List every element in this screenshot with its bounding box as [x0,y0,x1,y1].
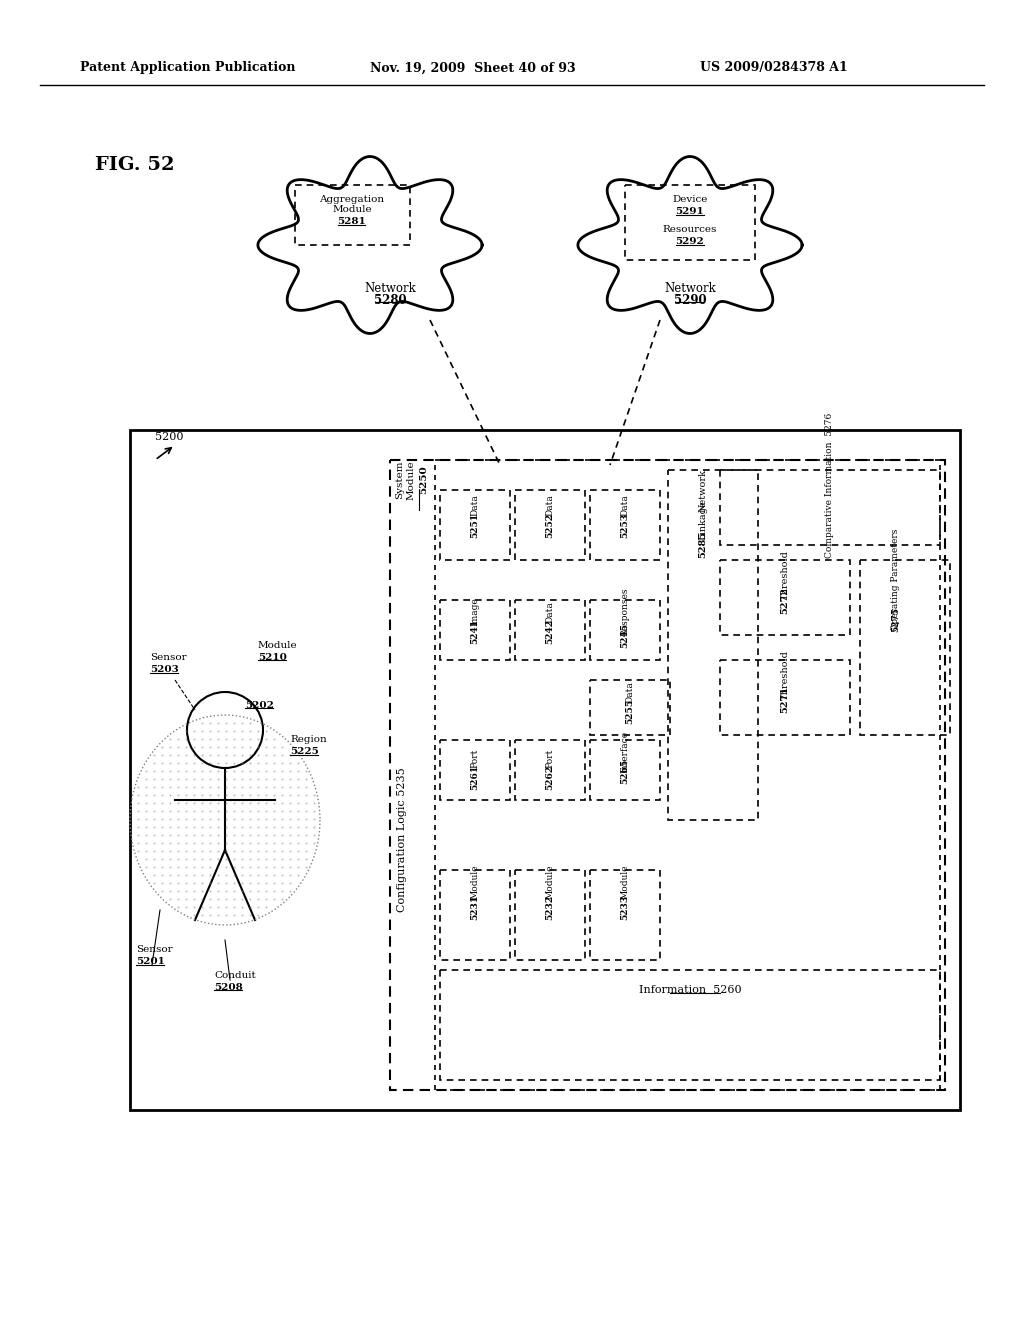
Bar [440,741,510,800]
Text: 5280: 5280 [374,293,407,306]
Text: Module: Module [258,640,298,649]
Bar [590,870,660,960]
Text: 5285: 5285 [698,532,708,558]
Text: 5208: 5208 [214,982,243,991]
Bar [435,459,940,1090]
Text: 5242: 5242 [546,619,555,644]
Text: Network: Network [665,281,716,294]
Text: 5241: 5241 [470,619,479,644]
Text: Image: Image [470,598,479,627]
Text: Patent Application Publication: Patent Application Publication [80,62,296,74]
Text: Module: Module [621,865,630,899]
Text: Comparative Information  5276: Comparative Information 5276 [825,412,835,557]
Text: FIG. 52: FIG. 52 [95,156,174,174]
Text: Data: Data [546,494,555,516]
Text: Information  5260: Information 5260 [639,985,741,995]
Text: Resources: Resources [663,226,717,235]
Text: Aggregation: Aggregation [319,194,385,203]
Text: 5271: 5271 [780,686,790,713]
Text: Module: Module [407,461,416,500]
Bar [390,459,945,1090]
Text: 5292: 5292 [676,238,705,247]
Text: Module: Module [546,865,555,899]
Text: 5272: 5272 [780,586,790,614]
Text: Port: Port [546,748,555,768]
Text: Nov. 19, 2009  Sheet 40 of 93: Nov. 19, 2009 Sheet 40 of 93 [370,62,575,74]
Text: 5201: 5201 [136,957,165,966]
Text: Conduit: Conduit [214,970,256,979]
Bar [440,870,510,960]
Bar [590,601,660,660]
Text: 5250: 5250 [419,466,428,495]
Text: Device: Device [673,195,708,205]
Text: 5200: 5200 [155,432,183,442]
Text: 5262: 5262 [546,764,555,789]
Text: 5290: 5290 [674,293,707,306]
Bar [515,870,585,960]
Text: Data: Data [470,494,479,516]
Text: Responses: Responses [621,587,630,636]
Text: Region: Region [290,735,327,744]
Text: Network: Network [698,469,708,511]
Text: Network: Network [365,281,416,294]
Bar [720,470,940,545]
Text: 5275: 5275 [892,607,900,632]
Text: 5210: 5210 [258,652,287,661]
Bar [440,490,510,560]
Bar [440,970,940,1080]
Text: 5255: 5255 [626,698,635,723]
Bar [625,185,755,260]
Text: 5231: 5231 [470,895,479,920]
Bar [668,470,758,820]
Text: Sensor: Sensor [136,945,173,954]
Text: Data: Data [626,681,635,702]
Text: 5233: 5233 [621,895,630,920]
Text: 5202: 5202 [245,701,273,710]
Text: US 2009/0284378 A1: US 2009/0284378 A1 [700,62,848,74]
Text: 5265: 5265 [621,759,630,784]
Text: Module: Module [470,865,479,899]
Text: Linkage: Linkage [698,500,708,540]
Text: 5253: 5253 [621,512,630,537]
Text: Port: Port [470,748,479,768]
Text: Interface: Interface [621,731,630,774]
Bar [515,490,585,560]
Text: 5252: 5252 [546,512,555,537]
Bar [860,560,950,735]
Text: 5281: 5281 [338,218,367,227]
Bar [590,680,670,735]
Bar [440,601,510,660]
Bar [295,185,410,246]
Text: 5225: 5225 [290,747,318,756]
Text: Threshold: Threshold [780,550,790,599]
Bar [515,601,585,660]
Bar [130,430,961,1110]
Text: Sensor: Sensor [150,653,186,663]
Text: Module: Module [332,206,372,214]
Bar [515,741,585,800]
Text: Data: Data [546,601,555,623]
Bar [590,741,660,800]
Bar [720,560,850,635]
Text: 5232: 5232 [546,895,555,920]
Text: 5251: 5251 [470,512,479,537]
Text: 5291: 5291 [676,207,705,216]
Text: 5261: 5261 [470,764,479,789]
Text: 5245: 5245 [621,623,630,648]
Text: Configuration Logic 5235: Configuration Logic 5235 [397,768,407,912]
Bar [590,490,660,560]
Text: System: System [395,461,404,499]
Text: Data: Data [621,494,630,516]
Text: Operating Parameters: Operating Parameters [892,529,900,631]
Text: Threshold: Threshold [780,649,790,700]
Bar [720,660,850,735]
Text: 5203: 5203 [150,665,179,675]
